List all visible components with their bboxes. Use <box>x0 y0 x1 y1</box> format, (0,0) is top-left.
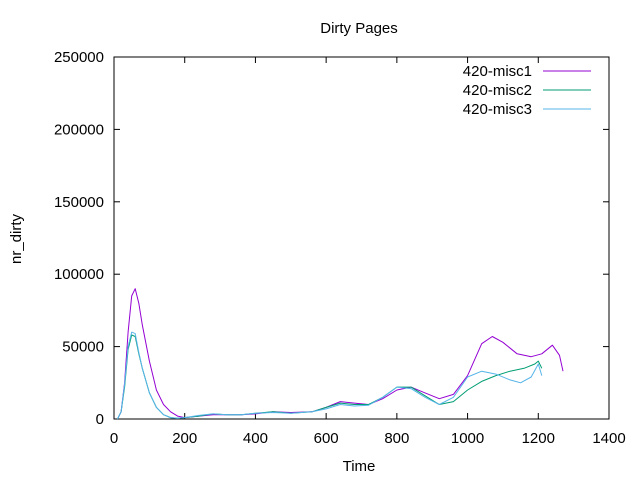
x-tick-label: 1200 <box>522 430 555 447</box>
x-tick-label: 400 <box>243 430 268 447</box>
plot-frame <box>113 56 610 420</box>
y-tick-label: 50000 <box>62 339 104 356</box>
y-tick-label: 0 <box>96 411 104 428</box>
chart-title: Dirty Pages <box>320 20 398 37</box>
series-line-420-misc1 <box>117 288 564 420</box>
series-lines <box>117 288 564 420</box>
x-tick-label: 600 <box>314 430 339 447</box>
y-tick-label: 250000 <box>54 49 104 66</box>
x-tick-label: 0 <box>110 430 118 447</box>
y-axis-title: nr_dirty <box>8 213 25 264</box>
plot-frame-border <box>113 56 610 420</box>
series-line-420-misc3 <box>117 331 543 420</box>
y-tick-label: 200000 <box>54 121 104 138</box>
y-axis: 0 50000 100000 150000 200000 250000 <box>54 49 609 428</box>
legend-label: 420-misc2 <box>463 82 532 99</box>
series-line-420-misc2 <box>117 334 543 420</box>
x-tick-label: 1000 <box>451 430 484 447</box>
x-tick-label: 1400 <box>592 430 625 447</box>
legend-label: 420-misc1 <box>463 63 532 80</box>
x-axis: 0 200 400 600 800 1000 1200 1400 <box>110 57 626 447</box>
y-tick-label: 150000 <box>54 194 104 211</box>
legend-label: 420-misc3 <box>463 101 532 118</box>
x-axis-title: Time <box>343 458 376 475</box>
y-tick-label: 100000 <box>54 266 104 283</box>
x-tick-label: 800 <box>384 430 409 447</box>
legend: 420-misc1 420-misc2 420-misc3 <box>463 63 591 118</box>
x-tick-label: 200 <box>172 430 197 447</box>
